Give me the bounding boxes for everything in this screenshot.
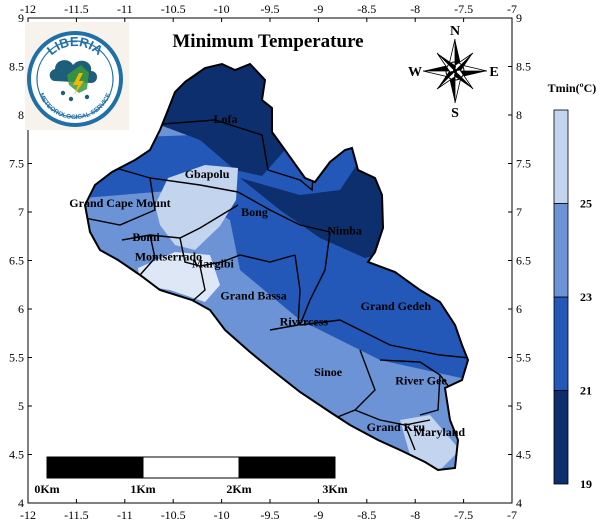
county-label-grand-bassa: Grand Bassa (220, 288, 286, 302)
met-service-logo: LIBERIA METEOROLOGICAL SERVICE (25, 22, 129, 130)
county-boundaries (85, 119, 468, 451)
lightning-icon (73, 73, 84, 95)
legend-tick-0: 19 (580, 477, 592, 491)
x-tick-top-1: -11.5 (64, 2, 89, 16)
x-tick-bottom-2: -11 (117, 508, 133, 522)
zone-darkest-north (160, 64, 290, 176)
x-tick-top-9: -7.5 (454, 2, 473, 16)
x-tick-top-7: -8.5 (357, 2, 376, 16)
x-tick-bottom-9: -7.5 (454, 508, 473, 522)
y-tick-right-6: 7 (516, 205, 522, 219)
legend-tick-2: 23 (580, 290, 592, 304)
country-outline (83, 62, 470, 472)
x-tick-top-3: -10.5 (161, 2, 186, 16)
county-label-bong: Bong (241, 205, 268, 219)
y-tick-right-4: 6 (516, 302, 522, 316)
x-tick-bottom-3: -10.5 (161, 508, 186, 522)
zone-light-coast (138, 252, 220, 302)
x-tick-bottom-6: -9 (313, 508, 323, 522)
compass-west: W (408, 65, 422, 80)
county-label-grand-cape-mount: Grand Cape Mount (69, 196, 170, 210)
x-tick-bottom-10: -7 (507, 508, 517, 522)
y-tick-left-6: 7 (18, 205, 24, 219)
county-label-sinoe: Sinoe (314, 365, 343, 379)
compass-south: S (451, 106, 459, 121)
county-label-rivercess: Rivercess (280, 314, 329, 328)
y-tick-right-3: 5.5 (516, 351, 531, 365)
x-tick-bottom-0: -12 (20, 508, 36, 522)
legend-title: Tmin(ºC) (548, 81, 597, 95)
y-tick-left-7: 7.5 (9, 157, 24, 171)
y-tick-right-8: 8 (516, 108, 522, 122)
legend-ticks: 19 21 23 25 (580, 197, 592, 492)
county-label-montserrado: Montserrado (135, 250, 202, 264)
y-tick-right-2: 5 (516, 399, 522, 413)
y-tick-right-5: 6.5 (516, 254, 531, 268)
county-label-gbapolu: Gbapolu (185, 167, 230, 181)
zone-light-west (155, 165, 238, 250)
x-tick-top-6: -9 (313, 2, 323, 16)
y-tick-left-8: 8 (18, 108, 24, 122)
scale-label-3: 3Km (322, 482, 347, 496)
county-label-margibi: Margibi (192, 256, 235, 270)
compass-north: N (450, 24, 460, 39)
rain-drops-icon (60, 90, 90, 102)
scale-label-1: 1Km (130, 482, 155, 496)
county-label-maryland: Maryland (414, 425, 466, 439)
y-tick-left-10: 9 (18, 11, 24, 25)
scale-label-2: 2Km (226, 482, 251, 496)
x-tick-top-4: -10 (214, 2, 230, 16)
x-tick-top-8: -8 (410, 2, 420, 16)
y-tick-left-1: 4.5 (9, 448, 24, 462)
county-labels: Lofa Gbapolu Grand Cape Mount Bong Nimba Bomi… (69, 112, 465, 439)
x-tick-bottom-4: -10 (214, 508, 230, 522)
legend-bin-2 (553, 203, 569, 298)
legend: Tmin(ºC) 19 21 23 25 (548, 81, 597, 491)
y-tick-right-1: 4.5 (516, 448, 531, 462)
axis-ticks: -12 -12 -11.5 -11.5 -11 -11 -10.5 -10.5 -10 -10 -9… (9, 2, 531, 522)
x-tick-top-10: -7 (507, 2, 517, 16)
zone-darkest-nimba (240, 160, 395, 258)
scale-label-0: 0Km (34, 482, 59, 496)
legend-tick-1: 21 (580, 384, 592, 398)
x-tick-bottom-8: -8 (410, 508, 420, 522)
x-tick-top-0: -12 (20, 2, 36, 16)
y-tick-left-2: 5 (18, 399, 24, 413)
legend-bin-1 (553, 296, 569, 391)
x-tick-bottom-5: -9.5 (261, 508, 280, 522)
county-label-bomi: Bomi (132, 230, 160, 244)
y-tick-right-0: 4 (516, 496, 522, 510)
scale-bar: 0Km 1Km 2Km 3Km (34, 456, 348, 496)
compass-rose-icon: N S E W (408, 24, 499, 121)
county-label-grand-kru: Grand Kru (367, 420, 426, 434)
y-tick-left-0: 4 (18, 496, 24, 510)
x-tick-bottom-7: -8.5 (357, 508, 376, 522)
compass-east: E (489, 65, 498, 80)
legend-bin-0 (553, 390, 569, 485)
legend-color-bar (553, 109, 569, 485)
y-tick-left-4: 6 (18, 302, 24, 316)
county-label-grand-gedeh: Grand Gedeh (361, 299, 432, 313)
x-tick-bottom-1: -11.5 (64, 508, 89, 522)
x-tick-top-5: -9.5 (261, 2, 280, 16)
y-tick-left-9: 8.5 (9, 60, 24, 74)
map-title: Minimum Temperature (172, 31, 363, 52)
y-tick-right-9: 8.5 (516, 60, 531, 74)
x-tick-top-2: -11 (117, 2, 133, 16)
legend-tick-3: 25 (580, 197, 592, 211)
county-label-river-gee: River Gee (395, 374, 447, 388)
map-frame: -12 -12 -11.5 -11.5 -11 -11 -10.5 -10.5 -10 -10 -9… (9, 2, 531, 522)
y-tick-left-5: 6.5 (9, 254, 24, 268)
y-tick-right-10: 9 (516, 11, 522, 25)
county-label-nimba: Nimba (327, 223, 362, 237)
legend-bin-3 (553, 109, 569, 204)
y-tick-right-7: 7.5 (516, 157, 531, 171)
y-tick-left-3: 5.5 (9, 351, 24, 365)
county-label-lofa: Lofa (213, 112, 237, 126)
